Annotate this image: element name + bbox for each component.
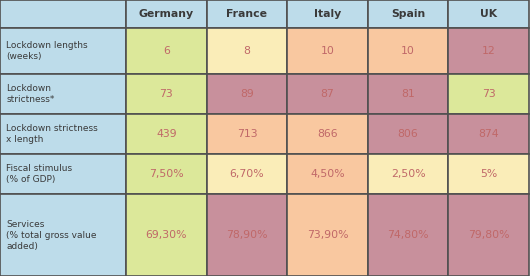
- Bar: [448, 0, 529, 28]
- Bar: [368, 114, 448, 154]
- Text: 87: 87: [321, 89, 334, 99]
- Text: Lockdown lengths
(weeks): Lockdown lengths (weeks): [6, 41, 88, 61]
- Bar: [207, 194, 287, 276]
- Bar: [0, 154, 126, 194]
- Text: 78,90%: 78,90%: [226, 230, 268, 240]
- Text: 806: 806: [398, 129, 419, 139]
- Bar: [0, 28, 126, 74]
- Text: Lockdown strictness
x length: Lockdown strictness x length: [6, 124, 98, 144]
- Bar: [448, 74, 529, 114]
- Text: Lockdown
strictness*: Lockdown strictness*: [6, 84, 55, 104]
- Bar: [287, 154, 368, 194]
- Text: Spain: Spain: [391, 9, 425, 19]
- Bar: [368, 194, 448, 276]
- Bar: [126, 114, 207, 154]
- Bar: [126, 28, 207, 74]
- Text: 2,50%: 2,50%: [391, 169, 426, 179]
- Text: 8: 8: [244, 46, 250, 56]
- Bar: [368, 74, 448, 114]
- Text: 73: 73: [482, 89, 496, 99]
- Bar: [0, 114, 126, 154]
- Text: Fiscal stimulus
(% of GDP): Fiscal stimulus (% of GDP): [6, 164, 73, 184]
- Bar: [126, 194, 207, 276]
- Text: 79,80%: 79,80%: [468, 230, 509, 240]
- Text: 81: 81: [401, 89, 415, 99]
- Bar: [448, 114, 529, 154]
- Bar: [207, 28, 287, 74]
- Bar: [0, 74, 126, 114]
- Bar: [448, 154, 529, 194]
- Bar: [448, 194, 529, 276]
- Text: 5%: 5%: [480, 169, 497, 179]
- Text: 6,70%: 6,70%: [229, 169, 264, 179]
- Text: UK: UK: [480, 9, 497, 19]
- Bar: [287, 114, 368, 154]
- Text: Services
(% total gross value
added): Services (% total gross value added): [6, 219, 97, 251]
- Bar: [126, 154, 207, 194]
- Bar: [287, 74, 368, 114]
- Text: 69,30%: 69,30%: [146, 230, 187, 240]
- Bar: [126, 74, 207, 114]
- Text: 89: 89: [240, 89, 254, 99]
- Text: 10: 10: [401, 46, 415, 56]
- Text: 7,50%: 7,50%: [149, 169, 184, 179]
- Text: 874: 874: [479, 129, 499, 139]
- Bar: [287, 194, 368, 276]
- Text: 6: 6: [163, 46, 170, 56]
- Text: Germany: Germany: [139, 9, 194, 19]
- Bar: [207, 0, 287, 28]
- Text: 866: 866: [317, 129, 338, 139]
- Text: France: France: [226, 9, 268, 19]
- Text: 713: 713: [237, 129, 257, 139]
- Bar: [368, 28, 448, 74]
- Bar: [126, 0, 207, 28]
- Text: Italy: Italy: [314, 9, 341, 19]
- Text: 73,90%: 73,90%: [307, 230, 348, 240]
- Text: 10: 10: [321, 46, 334, 56]
- Bar: [287, 0, 368, 28]
- Text: 439: 439: [156, 129, 176, 139]
- Bar: [448, 28, 529, 74]
- Bar: [368, 154, 448, 194]
- Bar: [207, 114, 287, 154]
- Bar: [368, 0, 448, 28]
- Bar: [207, 74, 287, 114]
- Text: 74,80%: 74,80%: [387, 230, 429, 240]
- Bar: [287, 28, 368, 74]
- Bar: [0, 194, 126, 276]
- Text: 12: 12: [482, 46, 496, 56]
- Bar: [207, 154, 287, 194]
- Text: 4,50%: 4,50%: [310, 169, 345, 179]
- Bar: [0, 0, 126, 28]
- Text: 73: 73: [160, 89, 173, 99]
